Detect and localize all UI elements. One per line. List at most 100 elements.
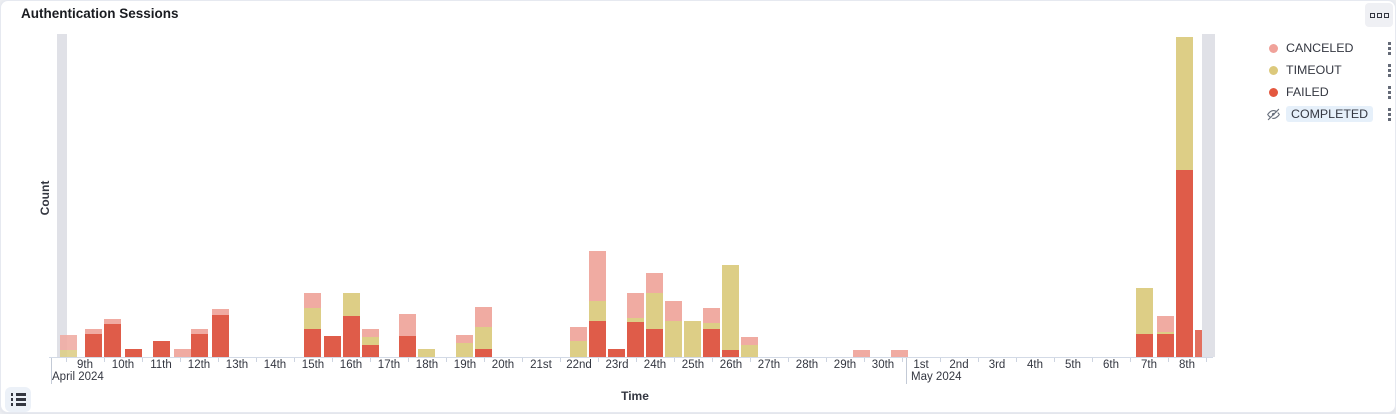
canceled-segment [60, 335, 77, 350]
timeout-segment [304, 308, 321, 329]
bar-apr19-pm[interactable] [475, 307, 492, 357]
legend: CANCELED TIMEOUT FAILED COMPLETED [1263, 37, 1393, 125]
bar-apr12-am[interactable] [191, 329, 208, 357]
failed-segment [85, 334, 102, 357]
canceled-segment [456, 335, 473, 343]
bar-apr24-am[interactable] [646, 273, 663, 357]
timeout-segment [570, 341, 587, 357]
bar-apr29-pm[interactable] [853, 350, 870, 357]
failed-segment [104, 324, 121, 357]
failed-segment [1136, 334, 1153, 357]
bar-apr9-pm[interactable] [85, 329, 102, 357]
timeout-segment [1176, 37, 1193, 170]
failed-segment [1157, 334, 1174, 357]
bar-apr15-am[interactable] [304, 293, 321, 357]
bar-apr11-pm[interactable] [174, 349, 191, 357]
legend-item-timeout[interactable]: TIMEOUT [1263, 59, 1393, 81]
legend-actions-button[interactable] [1386, 106, 1393, 123]
partial-bucket-bar [1202, 34, 1215, 357]
canceled-segment [475, 307, 492, 327]
bar-apr10-am[interactable] [104, 319, 121, 357]
legend-item-canceled[interactable]: CANCELED [1263, 37, 1393, 59]
bar-apr8-pm[interactable] [60, 335, 77, 357]
canceled-segment [589, 251, 606, 301]
bar-apr12-pm[interactable] [212, 309, 229, 357]
timeout-segment [418, 349, 435, 357]
canceled-segment [570, 327, 587, 341]
bar-may7-pm[interactable] [1157, 316, 1174, 357]
timeout-segment [362, 337, 379, 345]
failed-segment [703, 329, 720, 357]
failed-segment [304, 329, 321, 357]
timeout-segment [589, 301, 606, 321]
canceled-segment [853, 350, 870, 357]
bar-apr23-pm[interactable] [627, 293, 644, 357]
bar-apr16-am[interactable] [343, 293, 360, 357]
timeout-segment [646, 293, 663, 329]
legend-item-failed[interactable]: FAILED [1263, 81, 1393, 103]
x-axis-day-label: 8th [1165, 359, 1209, 371]
bar-apr25-pm[interactable] [703, 308, 720, 357]
timeout-segment [60, 350, 77, 357]
failed-segment [475, 349, 492, 357]
failed-segment [399, 336, 416, 357]
bar-apr30-pm[interactable] [891, 350, 908, 357]
legend-toggle-button[interactable] [5, 387, 31, 412]
list-icon [11, 393, 26, 406]
canceled-segment [891, 350, 908, 357]
canceled-segment [174, 349, 191, 357]
timeout-segment [741, 345, 758, 357]
timeout-segment [1136, 288, 1153, 334]
y-axis-title: Count [38, 178, 52, 218]
bar-apr16-pm[interactable] [362, 329, 379, 357]
bar-apr19-am[interactable] [456, 335, 473, 357]
bar-apr15-pm[interactable] [324, 336, 341, 357]
bar-may7-am[interactable] [1136, 288, 1153, 357]
legend-actions-button[interactable] [1386, 40, 1393, 57]
failed-segment [1176, 170, 1193, 357]
failed-segment [343, 316, 360, 357]
failed-segment [125, 349, 142, 357]
x-axis-month-label: April 2024 [52, 371, 104, 383]
failed-segment [722, 350, 739, 357]
legend-actions-button[interactable] [1386, 62, 1393, 79]
legend-color-dot [1269, 44, 1278, 53]
legend-label: FAILED [1286, 85, 1329, 99]
canceled-segment [627, 293, 644, 318]
bar-apr24-pm[interactable] [665, 301, 682, 357]
partial-bucket-bar [57, 34, 67, 357]
bar-apr26-pm[interactable] [741, 337, 758, 357]
bar-may8-am[interactable] [1176, 37, 1193, 357]
bar-apr22-am[interactable] [570, 327, 587, 357]
bar-apr18-am[interactable] [418, 349, 435, 357]
failed-segment [608, 349, 625, 357]
failed-segment [627, 322, 644, 357]
x-axis-line [49, 357, 1213, 358]
canceled-segment [362, 329, 379, 337]
legend-label: TIMEOUT [1286, 63, 1342, 77]
timeout-segment [343, 293, 360, 316]
timeout-segment [722, 265, 739, 350]
bar-apr10-pm[interactable] [125, 349, 142, 357]
failed-segment [153, 341, 170, 357]
canceled-segment [399, 314, 416, 336]
bar-apr22-pm[interactable] [589, 251, 606, 357]
timeout-segment [665, 321, 682, 357]
canceled-segment [1157, 316, 1174, 332]
bar-apr17-pm[interactable] [399, 314, 416, 357]
legend-color-dot [1269, 66, 1278, 75]
bar-apr25-am[interactable] [684, 321, 701, 357]
failed-segment [191, 334, 208, 357]
failed-segment [324, 336, 341, 357]
bar-apr23-am[interactable] [608, 349, 625, 357]
legend-actions-button[interactable] [1386, 84, 1393, 101]
bar-apr11-am[interactable] [153, 341, 170, 357]
legend-label: COMPLETED [1286, 106, 1373, 122]
legend-item-completed[interactable]: COMPLETED [1263, 103, 1393, 125]
timeout-segment [456, 343, 473, 357]
x-axis-month-label: May 2024 [911, 371, 962, 383]
failed-segment [362, 345, 379, 357]
bar-apr26-am[interactable] [722, 265, 739, 357]
eye-slash-icon [1266, 107, 1281, 122]
